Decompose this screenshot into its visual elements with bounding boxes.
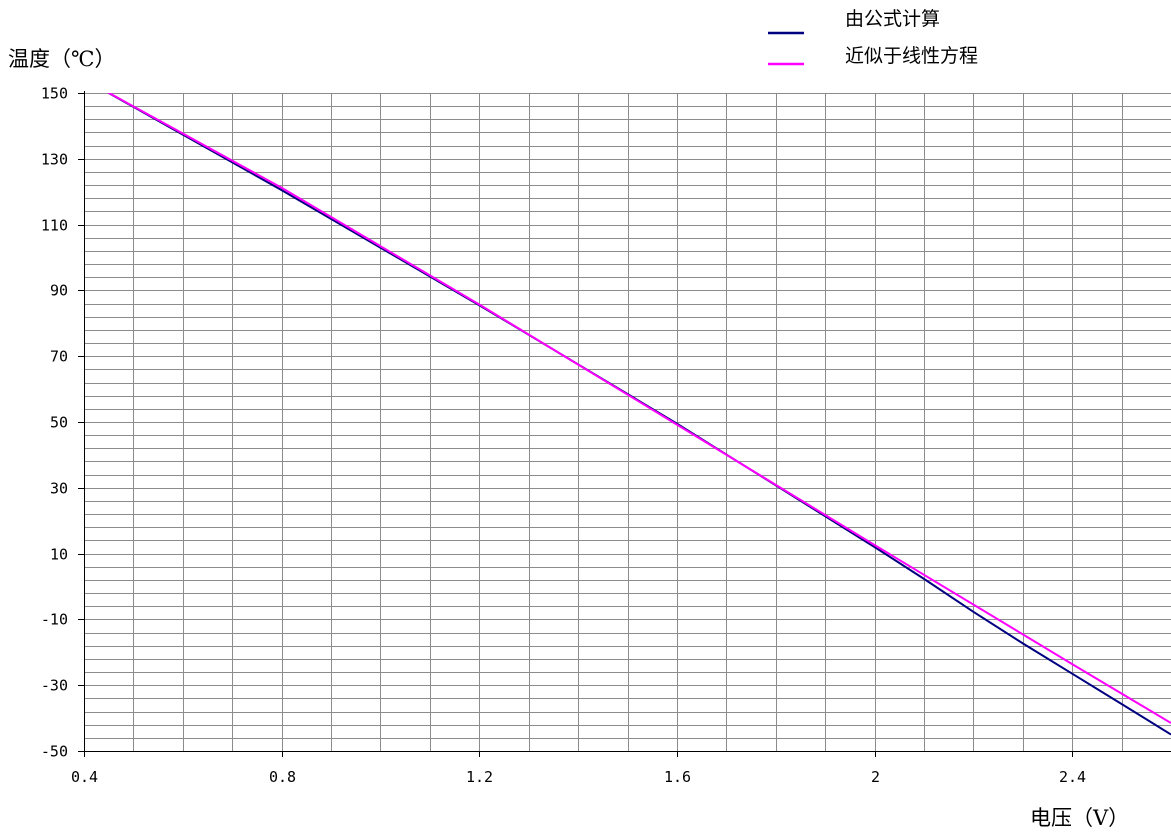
y-tick-label: 90 (50, 282, 68, 300)
y-tick-label: 130 (41, 151, 68, 169)
legend-label-formula: 由公式计算 (845, 8, 940, 30)
x-tick-label: 1.2 (466, 768, 493, 786)
tick-labels: -50 -30 -10 10 30 50 70 90 110 130 150 0.4 0.8 1.2 1.6… (41, 85, 1086, 787)
x-tick-label: 0.4 (71, 768, 98, 786)
y-tick-label: 30 (50, 480, 68, 498)
y-tick-label: -50 (41, 743, 68, 761)
x-tick-label: 2.4 (1059, 768, 1086, 786)
series-line-formula (108, 93, 1171, 736)
y-tick-label: 150 (41, 85, 68, 103)
x-tick-label: 1.6 (664, 768, 691, 786)
minor-grid (84, 106, 1171, 739)
series-line-linear (107, 93, 1171, 724)
y-tick-label: 70 (50, 348, 68, 366)
x-tick-label: 0.8 (269, 768, 296, 786)
x-tick-label: 2 (871, 768, 880, 786)
legend-label-linear: 近似于线性方程 (845, 45, 978, 67)
x-axis-label: 电压（V） (1030, 806, 1129, 830)
y-tick-label: 110 (41, 217, 68, 235)
y-tick-label: 50 (50, 414, 68, 432)
y-axis-label: 温度（℃） (8, 47, 116, 71)
series-lines (107, 93, 1171, 736)
legend: 由公式计算 近似于线性方程 (768, 8, 978, 67)
y-tick-label: 10 (50, 546, 68, 564)
axes (78, 91, 1171, 757)
major-grid (84, 93, 1171, 751)
y-tick-label: -30 (41, 677, 68, 695)
y-tick-label: -10 (41, 611, 68, 629)
